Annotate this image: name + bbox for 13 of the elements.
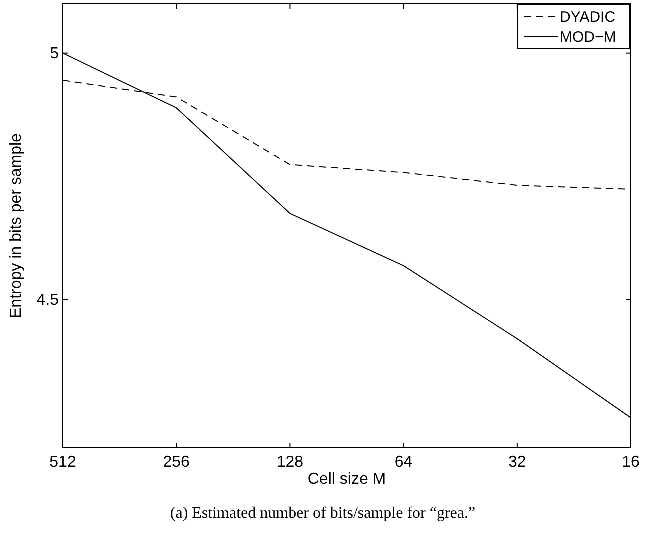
y-axis-title: Entropy in bits per sample (8, 133, 25, 318)
x-tick-label: 16 (622, 454, 640, 471)
y-tick-label: 5 (50, 45, 60, 62)
x-tick-label: 256 (163, 454, 190, 471)
legend-label: MOD−M (560, 29, 616, 46)
x-tick-label: 512 (50, 454, 76, 471)
x-axis-title: Cell size M (308, 471, 386, 488)
x-tick-label: 128 (276, 454, 304, 471)
text: (a) Estimated number of bits/sample for “grea.” (170, 505, 476, 522)
x-tick-label: 32 (508, 454, 526, 471)
legend-label: DYADIC (560, 9, 616, 26)
x-tick-label: 64 (394, 454, 413, 471)
y-tick-label: 4.5 (36, 292, 60, 309)
